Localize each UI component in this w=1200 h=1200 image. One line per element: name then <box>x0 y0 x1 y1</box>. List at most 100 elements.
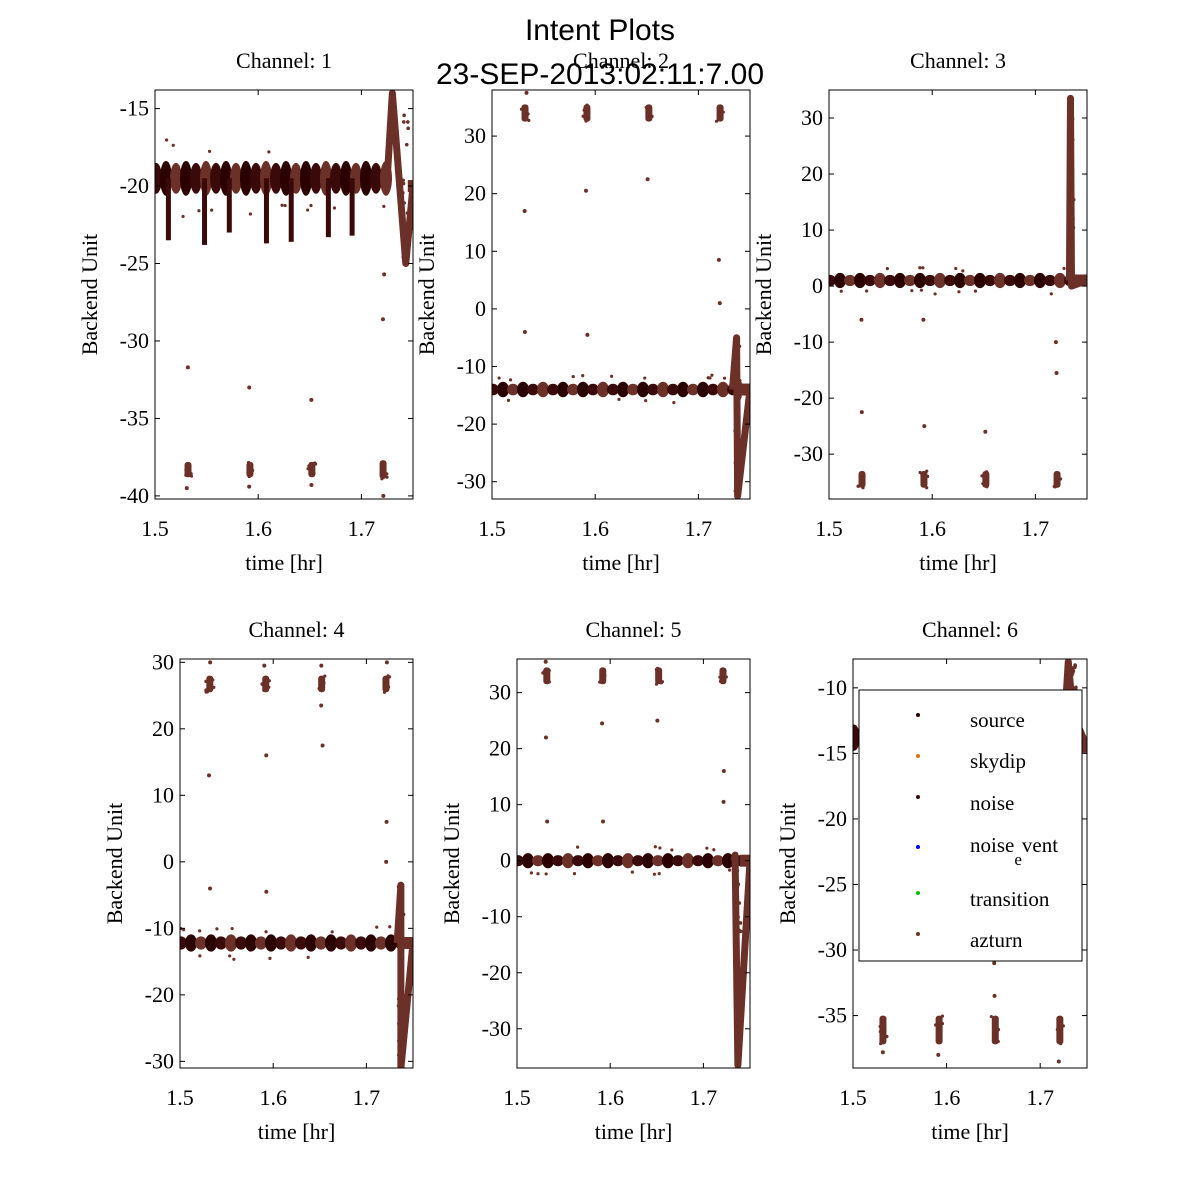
y-tick-label: -30 <box>120 328 149 353</box>
spike-point <box>989 1014 993 1019</box>
x-tick-label: 1.7 <box>1022 516 1050 541</box>
y-tick-label: -10 <box>482 904 511 929</box>
spike-point <box>938 1017 943 1021</box>
spike-point <box>985 483 989 487</box>
event-point <box>1073 665 1077 670</box>
event-point <box>398 980 403 984</box>
spike-point <box>1055 1027 1059 1032</box>
plot-frame <box>491 89 751 500</box>
outlier-point <box>208 660 213 665</box>
scatter-point <box>617 397 621 401</box>
spike-point <box>940 1014 945 1018</box>
scatter-point <box>382 204 386 208</box>
y-tick-label: -20 <box>457 411 486 436</box>
spike-point <box>312 471 316 475</box>
scatter-point <box>230 926 234 931</box>
outlier-point <box>1053 340 1058 345</box>
spike-point <box>204 679 208 683</box>
scatter-point <box>1049 292 1053 296</box>
event-point <box>738 1005 743 1010</box>
outlier-point <box>382 272 387 277</box>
baseline-band-blob <box>310 162 322 194</box>
baseline-band-blob <box>587 383 599 396</box>
event-point <box>397 1000 402 1004</box>
spike-point <box>878 1024 882 1029</box>
spike-cluster <box>655 667 663 685</box>
y-tick-label: -10 <box>794 329 823 354</box>
event-point <box>404 142 409 147</box>
baseline-band-blob <box>547 383 559 396</box>
spike-point <box>387 685 391 689</box>
outlier-point <box>247 385 252 390</box>
baseline-band-blob <box>335 936 347 950</box>
spike-point <box>985 470 989 474</box>
spike-point <box>380 473 384 477</box>
spike-point <box>584 119 588 123</box>
x-tick-label: 1.5 <box>839 1085 867 1110</box>
outlier-point <box>319 703 324 708</box>
scatter-point <box>910 289 914 293</box>
x-axis-label: time [hr] <box>245 550 323 575</box>
baseline-band-blob <box>205 934 217 952</box>
baseline-band-blob <box>944 274 956 287</box>
event-point <box>402 252 407 257</box>
spike-point <box>718 675 722 679</box>
spike-point <box>937 1032 941 1036</box>
dip-streak <box>349 178 355 236</box>
spike-cluster <box>935 1015 943 1045</box>
baseline-band-blob <box>582 853 594 869</box>
spike-point <box>940 1021 945 1026</box>
spike-point <box>717 111 721 115</box>
y-tick-label: 0 <box>475 296 486 321</box>
spike-point <box>585 116 589 120</box>
scatter-point <box>268 956 272 960</box>
baseline-band-blob <box>984 274 996 287</box>
legend-entry-azturn: azturn <box>916 928 1023 952</box>
spike-point <box>644 105 648 109</box>
spike-point <box>925 469 929 473</box>
dip-streak <box>288 178 294 242</box>
event-point <box>1070 201 1074 205</box>
scatter-point <box>375 925 379 929</box>
baseline-band-blob <box>562 853 574 869</box>
scatter-point <box>248 212 252 216</box>
spike-point <box>545 674 549 678</box>
baseline-band-blob <box>607 383 619 396</box>
spike-point <box>878 1030 882 1034</box>
y-tick-label: 20 <box>801 161 823 186</box>
legend-label-noise-event-main: noise <box>970 833 1014 857</box>
event-point <box>1071 217 1075 221</box>
plot-frame <box>516 658 751 1069</box>
outlier-point <box>543 735 548 740</box>
event-point <box>401 912 406 917</box>
baseline-band-blob <box>365 934 377 952</box>
spike-point <box>262 688 266 692</box>
event-point <box>734 944 738 948</box>
y-axis-label: Backend Unit <box>751 234 776 356</box>
event-point <box>1068 209 1073 214</box>
event-trace <box>730 851 750 1068</box>
legend-label-noise-event-sub: e <box>1014 850 1022 869</box>
spike-point <box>922 473 927 477</box>
scatter-point <box>228 954 232 958</box>
baseline-band-blob <box>864 274 876 287</box>
legend-label-source: source <box>970 708 1025 732</box>
spike-point <box>860 475 864 479</box>
x-tick-label: 1.7 <box>353 1085 381 1110</box>
scatter-point <box>708 376 712 380</box>
spike-point <box>383 687 387 691</box>
y-tick-label: -20 <box>818 806 847 831</box>
y-axis-label: Backend Unit <box>439 803 464 925</box>
event-point <box>737 901 742 905</box>
y-tick-label: 10 <box>489 792 511 817</box>
spike-point <box>721 110 725 114</box>
x-axis-label: time [hr] <box>919 550 997 575</box>
scatter-point <box>653 845 657 849</box>
spike-point <box>184 473 188 477</box>
data-points <box>829 94 1087 490</box>
baseline-band-blob <box>507 383 519 396</box>
spike-point <box>996 1039 1000 1044</box>
event-point <box>396 884 401 889</box>
outlier-point <box>262 663 267 668</box>
scatter-point <box>657 872 661 876</box>
